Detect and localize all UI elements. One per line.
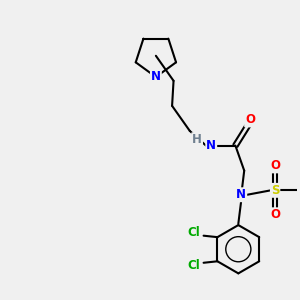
- Text: S: S: [271, 184, 279, 197]
- Text: O: O: [270, 208, 280, 221]
- Text: Cl: Cl: [188, 226, 200, 239]
- Text: O: O: [245, 113, 255, 127]
- Text: H: H: [192, 133, 202, 146]
- Text: N: N: [236, 188, 246, 201]
- Text: O: O: [270, 159, 280, 172]
- Text: N: N: [151, 70, 161, 83]
- Text: N: N: [206, 139, 216, 152]
- Text: Cl: Cl: [188, 259, 200, 272]
